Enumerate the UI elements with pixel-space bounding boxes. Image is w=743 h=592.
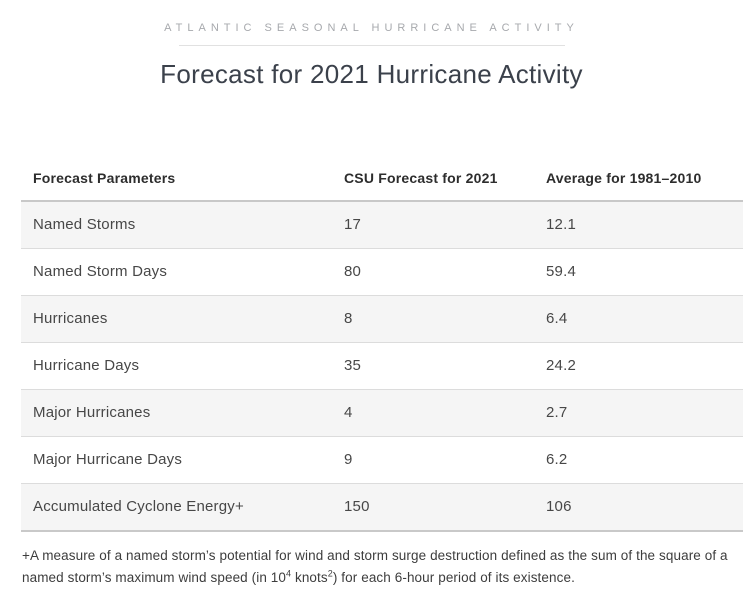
cell-average: 59.4	[546, 263, 576, 280]
table-row: Hurricane Days 35 24.2	[21, 342, 743, 390]
cell-parameter: Hurricane Days	[33, 357, 140, 374]
cell-forecast: 17	[344, 216, 362, 233]
cell-average: 24.2	[546, 357, 576, 374]
table-row: Named Storm Days 80 59.4	[21, 248, 743, 296]
cell-parameter: Named Storm Days	[33, 263, 168, 280]
cell-parameter: Hurricanes	[33, 310, 108, 327]
cell-forecast: 8	[344, 310, 353, 327]
cell-average: 12.1	[546, 216, 576, 233]
table-header-row: Forecast Parameters CSU Forecast for 202…	[21, 158, 743, 201]
table-row: Hurricanes 8 6.4	[21, 295, 743, 343]
table-row: Named Storms 17 12.1	[21, 201, 743, 249]
footnote-superscript: 4	[286, 568, 292, 579]
eyebrow-label: ATLANTIC SEASONAL HURRICANE ACTIVITY	[164, 22, 579, 34]
cell-parameter: Named Storms	[33, 216, 136, 233]
cell-forecast: 4	[344, 404, 353, 421]
column-header-parameters: Forecast Parameters	[33, 170, 176, 186]
column-header-csu-forecast: CSU Forecast for 2021	[344, 170, 498, 186]
footnote: +A measure of a named storm’s potential …	[22, 545, 728, 589]
header-divider	[178, 45, 565, 46]
footnote-text: ) for each 6-hour period of its existenc…	[332, 570, 575, 585]
page-title: Forecast for 2021 Hurricane Activity	[160, 59, 583, 89]
footnote-text: +A measure of a named storm’s potential …	[22, 548, 728, 585]
cell-parameter: Major Hurricanes	[33, 404, 151, 421]
forecast-table: Forecast Parameters CSU Forecast for 202…	[21, 158, 743, 532]
footnote-text: knots	[291, 570, 328, 585]
cell-parameter: Major Hurricane Days	[33, 451, 183, 468]
cell-average: 6.2	[546, 451, 568, 468]
table-row: Accumulated Cyclone Energy+ 150 106	[21, 483, 743, 531]
table-row: Major Hurricane Days 9 6.2	[21, 436, 743, 484]
cell-forecast: 150	[344, 498, 370, 515]
cell-average: 106	[546, 498, 572, 515]
column-header-average: Average for 1981–2010	[546, 170, 702, 186]
cell-average: 2.7	[546, 404, 568, 421]
cell-forecast: 80	[344, 263, 362, 280]
cell-forecast: 9	[344, 451, 353, 468]
cell-average: 6.4	[546, 310, 568, 327]
page-header: ATLANTIC SEASONAL HURRICANE ACTIVITY For…	[0, 0, 743, 91]
footnote-superscript: 2	[327, 568, 333, 579]
cell-forecast: 35	[344, 357, 362, 374]
cell-parameter: Accumulated Cyclone Energy+	[33, 498, 244, 515]
table-row: Major Hurricanes 4 2.7	[21, 389, 743, 437]
